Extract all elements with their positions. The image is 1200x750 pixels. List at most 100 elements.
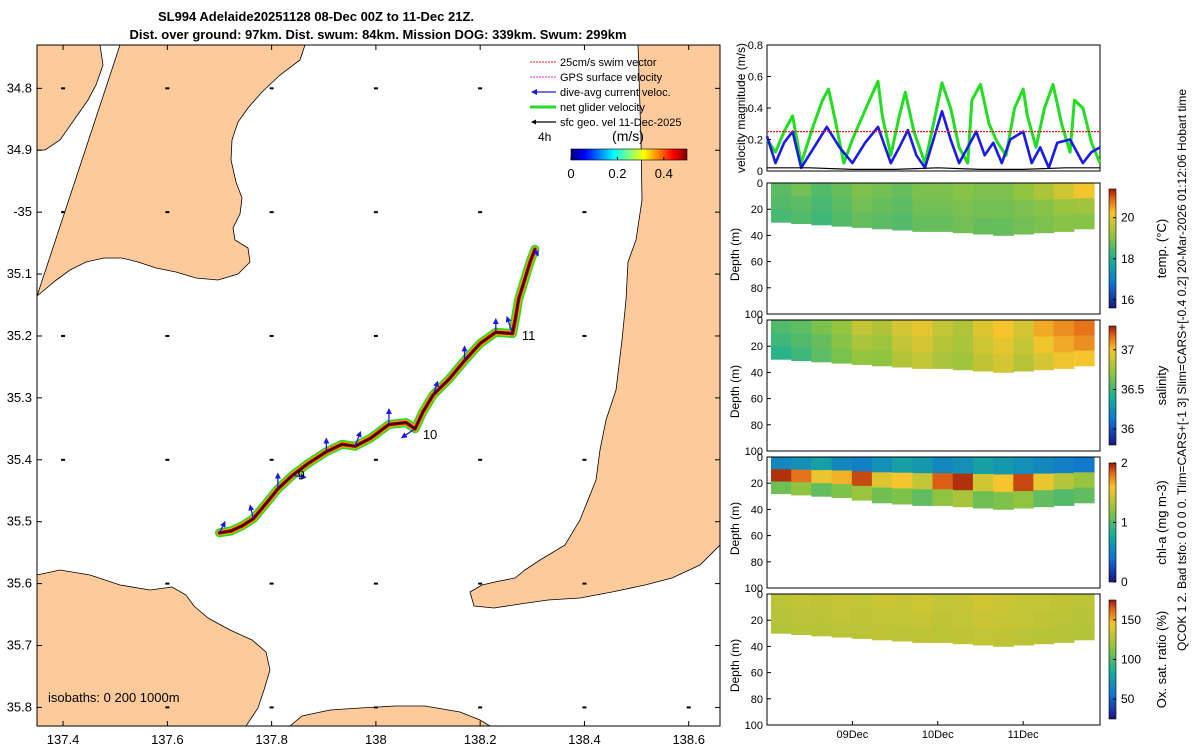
temperature-cell bbox=[771, 196, 792, 210]
salinity-cell bbox=[892, 335, 913, 352]
map-ytick-label: 35.3 bbox=[7, 390, 32, 405]
salinity-cell bbox=[892, 320, 913, 337]
temperature-cell bbox=[993, 200, 1014, 219]
salinity-cell bbox=[791, 320, 812, 334]
salinity-cell bbox=[952, 353, 974, 371]
temperature-cell bbox=[1013, 200, 1035, 218]
oxygen-section: 0 20 40 60 80 100 Depth (m) 09Dec 10Dec 11Dec bbox=[728, 589, 1101, 741]
salinity-ytick-label: 100 bbox=[745, 446, 763, 458]
oxygen-ytick-label: 0 bbox=[757, 589, 763, 601]
salinity-cell bbox=[1033, 336, 1055, 354]
oxygen-cell bbox=[871, 609, 893, 625]
salinity-cell bbox=[1053, 336, 1075, 353]
chla-cell bbox=[811, 457, 833, 471]
oxygen-cell bbox=[1033, 594, 1055, 611]
temperature-cell bbox=[932, 199, 954, 216]
oxygen-cell bbox=[851, 608, 873, 624]
day-label: 10 bbox=[423, 427, 437, 442]
salinity-cell bbox=[771, 346, 792, 360]
oxygen-cell bbox=[831, 608, 853, 624]
salinity-ytick-label: 40 bbox=[751, 367, 763, 379]
temperature-cell bbox=[811, 197, 833, 212]
temperature-cell bbox=[871, 213, 893, 230]
temperature-cell bbox=[831, 183, 853, 198]
temperature-cell bbox=[831, 197, 853, 213]
dive-vector bbox=[432, 380, 439, 395]
chla-cell bbox=[892, 457, 913, 474]
chla-cell bbox=[871, 457, 893, 473]
salinity-cell bbox=[1053, 320, 1075, 337]
oxygen-colorbar-label: Ox. sat. ratio (%) bbox=[1154, 611, 1169, 709]
chla-cell bbox=[993, 474, 1014, 493]
oxygen-cell bbox=[892, 609, 913, 626]
chla-cell bbox=[1033, 457, 1055, 474]
chla-colorbar-label: chl-a (mg m-3) bbox=[1154, 480, 1169, 565]
temperature-cell bbox=[771, 183, 792, 197]
temperature-cell bbox=[912, 199, 934, 216]
salinity-cell bbox=[811, 320, 833, 335]
oxygen-cell bbox=[972, 611, 994, 629]
legend-4h-note: 4h bbox=[538, 130, 551, 144]
salinity-ytick-label: 20 bbox=[751, 341, 763, 353]
chla-cell bbox=[851, 471, 873, 487]
salinity-cell bbox=[972, 320, 994, 338]
salinity-cell bbox=[1033, 320, 1055, 337]
oxygen-cell bbox=[771, 594, 792, 608]
chla-cell bbox=[1053, 473, 1075, 490]
map-colorbar-ticks: 0 0.2 0.4 bbox=[567, 157, 673, 181]
map-ytick-label: 35.5 bbox=[7, 514, 32, 529]
temperature-cell bbox=[1073, 198, 1095, 214]
map-axis-ticks: 137.4 137.6 137.8 138 138.2 138.4 138.6 34.8 34.… bbox=[7, 45, 720, 747]
temperature-cell bbox=[972, 200, 994, 218]
chla-cell bbox=[831, 457, 853, 471]
chla-ytick-label: 20 bbox=[751, 478, 763, 490]
temperature-cell bbox=[1033, 199, 1055, 217]
temperature-cb-tick-label: 16 bbox=[1121, 293, 1135, 307]
oxygen-cell bbox=[892, 625, 913, 642]
temperature-cell bbox=[831, 211, 853, 227]
salinity-cb-tick-label: 37 bbox=[1121, 343, 1135, 357]
figure-title-line1: SL994 Adelaide20251128 08-Dec 00Z to 11-… bbox=[158, 9, 474, 24]
oxygen-cell bbox=[932, 610, 954, 627]
temperature-colorbar: 16 18 20 temp. (°C) bbox=[1108, 188, 1169, 309]
salinity-cell bbox=[831, 320, 853, 335]
chla-cell bbox=[892, 472, 913, 489]
chla-cell bbox=[972, 457, 994, 475]
chla-cell bbox=[1073, 472, 1095, 488]
chla-cell bbox=[972, 491, 994, 509]
oxygen-cell bbox=[952, 610, 974, 628]
chla-cell bbox=[952, 490, 974, 508]
dive-vector bbox=[218, 520, 226, 534]
oxygen-cell bbox=[1053, 594, 1075, 611]
legend-dive-label: dive-avg current veloc. bbox=[560, 87, 671, 99]
section-panels: 0 20 40 60 80 100 Depth (m) 0 20 40 60 80 100 Depth (… bbox=[728, 178, 1101, 741]
temperature-cell bbox=[851, 197, 873, 213]
map-ytick-label: 34.8 bbox=[7, 80, 32, 95]
salinity-cell bbox=[791, 347, 812, 361]
day-labels: 9 10 11 bbox=[298, 328, 536, 482]
salinity-cell bbox=[932, 352, 954, 369]
chla-cell bbox=[791, 457, 812, 471]
salinity-cell bbox=[771, 320, 792, 334]
legend-swim-label: 25cm/s swim vector bbox=[560, 57, 657, 69]
chla-cell bbox=[831, 470, 853, 485]
oxygen-cell bbox=[993, 594, 1014, 612]
section-colorbars: 16 18 20 temp. (°C) 36 36.5 37 salinity 0 1 2 chl-a… bbox=[1108, 188, 1169, 720]
salinity-cell bbox=[1013, 354, 1035, 372]
chla-cell bbox=[791, 469, 812, 483]
figure-title-line2: Dist. over ground: 97km. Dist. swum: 84k… bbox=[129, 27, 626, 42]
chla-cell bbox=[771, 481, 792, 495]
dive-vector bbox=[400, 428, 416, 439]
salinity-cell bbox=[932, 320, 954, 337]
salinity-cell bbox=[952, 336, 974, 354]
oxygen-cell bbox=[1033, 627, 1055, 645]
day-label: 11 bbox=[522, 328, 536, 343]
salinity-cell bbox=[912, 352, 934, 369]
temperature-cell bbox=[932, 183, 954, 200]
chla-cell bbox=[851, 485, 873, 501]
chla-cell bbox=[952, 457, 974, 474]
salinity-cell bbox=[912, 336, 934, 353]
legend-net-label: net glider velocity bbox=[560, 102, 645, 114]
oxygen-cell bbox=[972, 628, 994, 646]
oxygen-cell bbox=[1073, 594, 1095, 610]
